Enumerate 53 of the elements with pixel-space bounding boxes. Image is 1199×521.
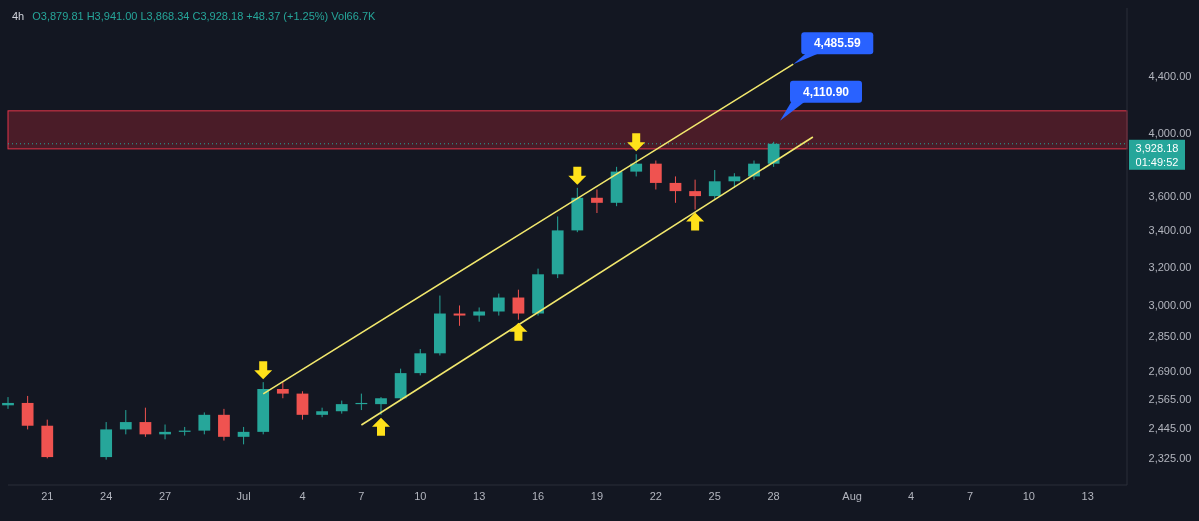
candlestick (649, 160, 662, 190)
chart-title: 4h (12, 10, 25, 22)
y-tick-label: 2,850.00 (1148, 330, 1192, 343)
candlestick (689, 179, 701, 211)
y-tick-label: 3,600.00 (1148, 190, 1192, 203)
x-tick-label: Jul (236, 490, 251, 502)
annotation: 4,485.59 (813, 36, 861, 51)
candlestick (316, 407, 328, 418)
text: 01:49:52 (1135, 155, 1179, 168)
y-tick-label: 2,445.00 (1148, 422, 1192, 435)
candlestick (492, 293, 505, 317)
candlestick (139, 407, 152, 438)
x-tick-label: 16 (531, 490, 545, 502)
y-tick-label: 4,400.00 (1148, 69, 1192, 82)
candlestick (630, 153, 643, 177)
x-tick-label: 24 (100, 490, 113, 502)
x-tick-label: 25 (708, 490, 721, 502)
x-tick-label: 19 (590, 490, 604, 502)
candlestick (708, 169, 721, 200)
y-tick-label: 4,000.00 (1148, 126, 1192, 139)
x-tick-label: Aug (842, 490, 862, 502)
candlestick (119, 409, 132, 435)
x-tick-label: 21 (41, 490, 54, 502)
y-tick-label: 3,200.00 (1148, 260, 1192, 273)
candlestick (591, 188, 603, 214)
candlestick (453, 304, 466, 327)
candlestick (669, 175, 682, 204)
candlestick (414, 348, 427, 376)
x-tick-label: 13 (473, 490, 486, 502)
band-label: 4,110.90 (802, 84, 850, 99)
chart-subtitle: O3,879.81 H3,941.00 L3,868.34 C3,928.18 +48.37 (+1.25%) Vol66.7K (32, 10, 377, 22)
candlestick (375, 396, 387, 416)
x-tick-label: 7 (358, 490, 365, 502)
candlestick (296, 390, 309, 421)
x-tick-label: 4 (907, 490, 915, 502)
x-tick-label: 10 (414, 490, 427, 502)
x-tick-label: 28 (767, 490, 780, 502)
x-tick-label: 7 (966, 490, 974, 502)
y-tick-label: 2,565.00 (1148, 393, 1192, 406)
y-tick-label: 2,325.00 (1148, 452, 1192, 465)
x-tick-label: 13 (1081, 490, 1094, 502)
y-tick-label: 2,690.00 (1148, 364, 1192, 377)
x-tick-label: 22 (649, 490, 662, 502)
candlestick (21, 395, 34, 430)
x-tick-label: 27 (158, 490, 172, 502)
candlestick (218, 408, 230, 442)
x-tick-label: 10 (1022, 490, 1035, 502)
candlestick (198, 411, 211, 435)
y-tick-label: 3,400.00 (1148, 224, 1192, 237)
ref-line-label: 3,928.18 (1135, 141, 1179, 154)
candlestick (512, 289, 525, 321)
x-tick-label: 4 (299, 490, 306, 502)
y-tick-label: 3,000.00 (1148, 299, 1192, 312)
